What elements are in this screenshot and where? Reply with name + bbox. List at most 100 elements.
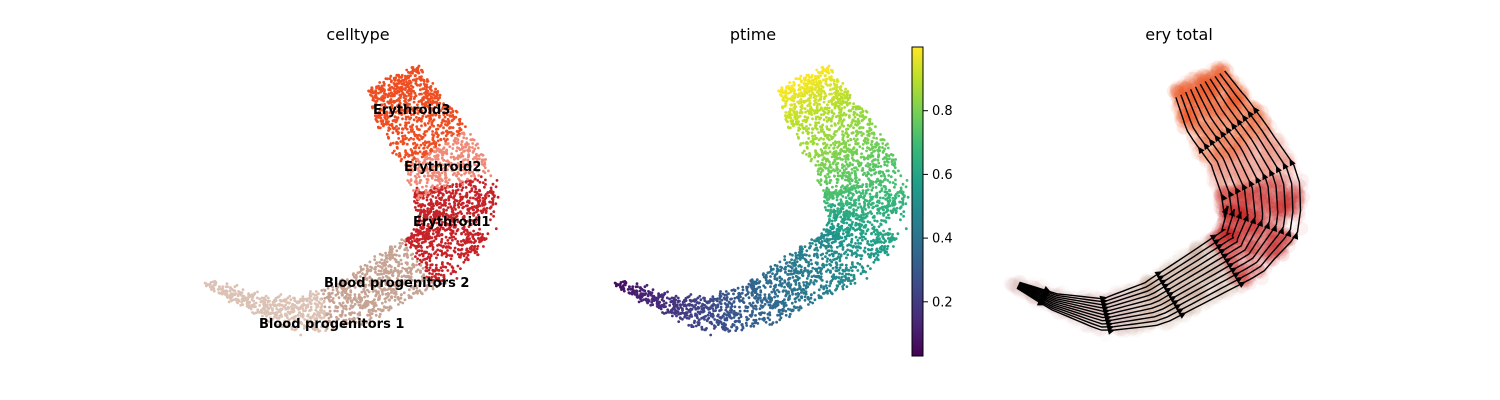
cell-point [483,166,487,170]
cell-point [387,83,391,87]
cell-point [293,296,296,300]
cell-point [749,324,753,328]
cell-point [477,154,481,158]
cell-point [313,312,316,316]
cell-point [481,233,484,236]
cell-point [465,247,469,251]
cell-point [451,211,455,215]
cell-point [802,101,806,104]
cell-point [768,313,772,317]
cell-point [470,138,474,141]
cell-point [382,80,386,84]
cell-point [470,240,473,244]
cell-point [428,143,432,146]
cell-point [255,296,259,300]
cell-point [297,311,301,314]
cell-point [484,183,487,186]
cluster-label-blood-progenitors-1: Blood progenitors 1 [259,317,404,332]
cell-point [856,206,860,210]
cell-point [805,153,808,156]
cell-point [343,296,346,300]
cell-point [413,91,417,95]
cell-point [418,88,422,92]
cell-point [431,133,434,136]
cell-point [417,146,421,150]
cell-point [378,81,382,84]
cell-point [446,249,449,252]
cell-point [842,118,846,122]
cell-point [401,266,405,270]
cell-point [447,197,450,200]
cell-point [846,194,850,197]
cell-point [413,206,417,209]
cell-point [470,244,474,248]
cell-point [666,290,669,294]
cell-point [460,151,463,155]
cell-point [421,203,425,207]
cell-point [436,123,440,127]
cell-point [800,79,803,82]
cell-point [397,127,401,130]
cell-point [754,307,758,311]
cell-point [434,202,438,206]
cell-point [401,137,405,141]
cell-point [414,255,417,258]
cell-point [381,261,385,265]
cell-point [687,323,691,327]
cell-point [366,294,369,298]
cell-point [373,255,377,258]
cell-point [834,269,838,273]
cell-point [459,248,463,252]
cell-point [398,254,401,258]
cell-point [817,288,821,292]
cell-point [370,86,374,90]
cell-point [429,243,432,247]
cell-point [449,192,453,195]
cell-point [456,264,460,268]
cell-point [452,117,456,121]
cell-point [412,236,415,240]
cell-point [416,249,420,253]
cell-point [436,232,440,236]
cell-point [878,211,882,215]
cell-point [779,93,782,97]
cell-point [719,305,723,309]
cell-point [366,269,370,273]
cell-point [304,306,308,310]
cell-point [389,142,393,146]
cell-point [841,232,845,236]
cell-point [425,129,429,133]
cell-point [455,182,458,186]
cell-point [417,118,421,122]
cell-point [434,154,438,158]
cell-point [887,174,891,177]
cell-point [455,199,459,203]
cell-point [315,296,319,299]
cell-point [410,66,414,69]
cell-point [428,87,432,91]
cell-point [409,128,413,131]
cell-point [428,92,432,95]
cell-point [427,255,430,259]
cell-point [698,294,702,298]
cell-point [870,188,874,192]
cell-point [431,248,435,251]
cell-point [491,200,495,204]
cell-point [412,137,415,141]
cell-point [883,219,887,223]
cell-point [383,270,386,274]
cell-point [229,292,233,296]
cell-point [882,229,885,233]
cell-point [278,298,282,302]
cell-point [870,143,873,146]
cell-point [288,294,292,298]
cell-point [440,188,444,191]
cell-point [435,199,439,203]
cell-point [206,283,210,286]
cell-point [402,291,406,295]
cell-point [389,252,392,256]
cell-point [467,154,471,158]
cell-point [466,177,469,181]
cell-point [425,198,429,202]
